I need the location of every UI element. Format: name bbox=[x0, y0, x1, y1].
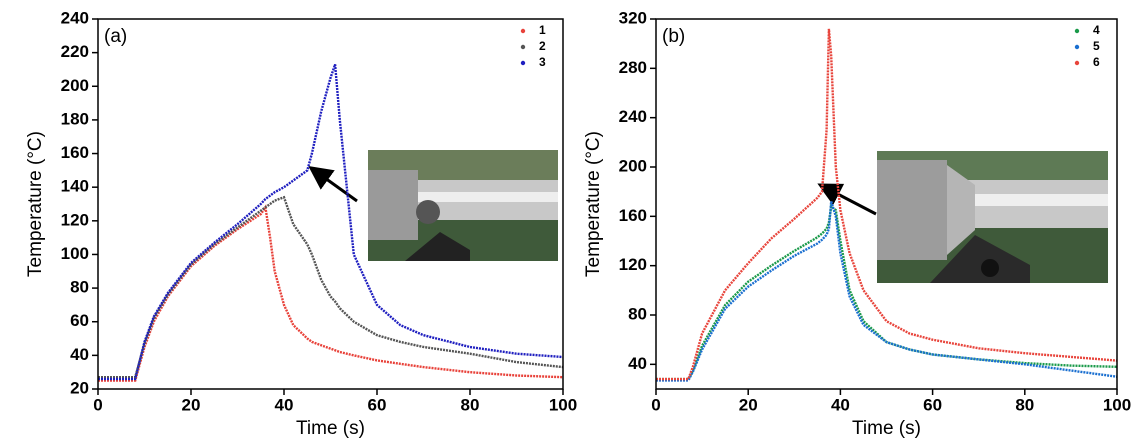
x-tick-label: 40 bbox=[275, 395, 294, 414]
arrows bbox=[308, 166, 877, 216]
legend-label: 5 bbox=[1093, 39, 1100, 53]
y-tick-label: 200 bbox=[619, 156, 647, 175]
series-line bbox=[656, 201, 1118, 382]
series-line bbox=[98, 64, 564, 381]
y-tick-label: 120 bbox=[61, 210, 89, 229]
legend-label: 1 bbox=[539, 23, 546, 37]
x-tick-label: 60 bbox=[368, 395, 387, 414]
panel-label: (b) bbox=[662, 26, 685, 47]
series-line bbox=[98, 204, 564, 382]
y-tick-label: 320 bbox=[619, 8, 647, 27]
legend-label: 2 bbox=[539, 39, 546, 53]
y-tick-label: 200 bbox=[61, 76, 89, 95]
legend: 1 2 3 bbox=[520, 23, 546, 69]
y-tick-label: 220 bbox=[61, 42, 89, 61]
y-tick-label: 20 bbox=[70, 378, 89, 397]
x-tick-label: 60 bbox=[923, 395, 942, 414]
y-axis-label: Temperature (°C) bbox=[25, 131, 46, 277]
x-tick-label: 100 bbox=[549, 395, 577, 414]
y-tick-label: 40 bbox=[628, 354, 647, 373]
y-tick-label: 80 bbox=[70, 278, 89, 297]
x-tick-label: 20 bbox=[182, 395, 201, 414]
y-tick-label: 120 bbox=[619, 255, 647, 274]
legend-marker bbox=[1074, 60, 1080, 66]
y-axis-label: Temperature (°C) bbox=[583, 131, 604, 277]
y-tick-label: 240 bbox=[619, 107, 647, 126]
inset-photo-b bbox=[877, 151, 1108, 283]
y-tick-label: 280 bbox=[619, 58, 647, 77]
plot-frame bbox=[655, 18, 1118, 390]
y-tick-label: 140 bbox=[61, 177, 89, 196]
x-axis-label: Time (s) bbox=[852, 418, 921, 439]
x-tick-label: 100 bbox=[1103, 395, 1131, 414]
legend-label: 3 bbox=[539, 55, 546, 69]
y-tick-label: 160 bbox=[619, 206, 647, 225]
subplot: 0 20 40 60 80 100 40 80 120 160 200 240 280 320 (b) Tim… bbox=[583, 8, 1131, 439]
legend-marker bbox=[1074, 28, 1080, 34]
panel-label: (a) bbox=[104, 26, 127, 47]
legend-marker bbox=[520, 28, 526, 34]
x-tick-label: 20 bbox=[739, 395, 758, 414]
plot-frame bbox=[97, 18, 564, 390]
legend-label: 6 bbox=[1093, 55, 1100, 69]
y-tick-label: 80 bbox=[628, 304, 647, 323]
y-tick-label: 100 bbox=[61, 244, 89, 263]
y-tick-label: 160 bbox=[61, 143, 89, 162]
x-tick-label: 0 bbox=[93, 395, 102, 414]
inset-photo-a bbox=[368, 150, 558, 261]
legend-marker bbox=[1074, 44, 1080, 50]
x-tick-label: 80 bbox=[1015, 395, 1034, 414]
legend-label: 4 bbox=[1093, 23, 1100, 37]
legend: 4 5 6 bbox=[1074, 23, 1100, 69]
y-tick-label: 180 bbox=[61, 109, 89, 128]
series-line bbox=[656, 28, 1118, 381]
x-tick-label: 80 bbox=[461, 395, 480, 414]
subplot: 0 20 40 60 80 1002040608010012014016018020022… bbox=[25, 8, 577, 439]
x-tick-label: 0 bbox=[651, 395, 660, 414]
y-tick-label: 60 bbox=[70, 311, 89, 330]
y-tick-label: 40 bbox=[70, 345, 89, 364]
x-tick-label: 40 bbox=[831, 395, 850, 414]
y-tick-label: 240 bbox=[61, 8, 89, 27]
legend-marker bbox=[520, 44, 526, 50]
x-axis-label: Time (s) bbox=[296, 418, 365, 439]
legend-marker bbox=[520, 60, 526, 66]
